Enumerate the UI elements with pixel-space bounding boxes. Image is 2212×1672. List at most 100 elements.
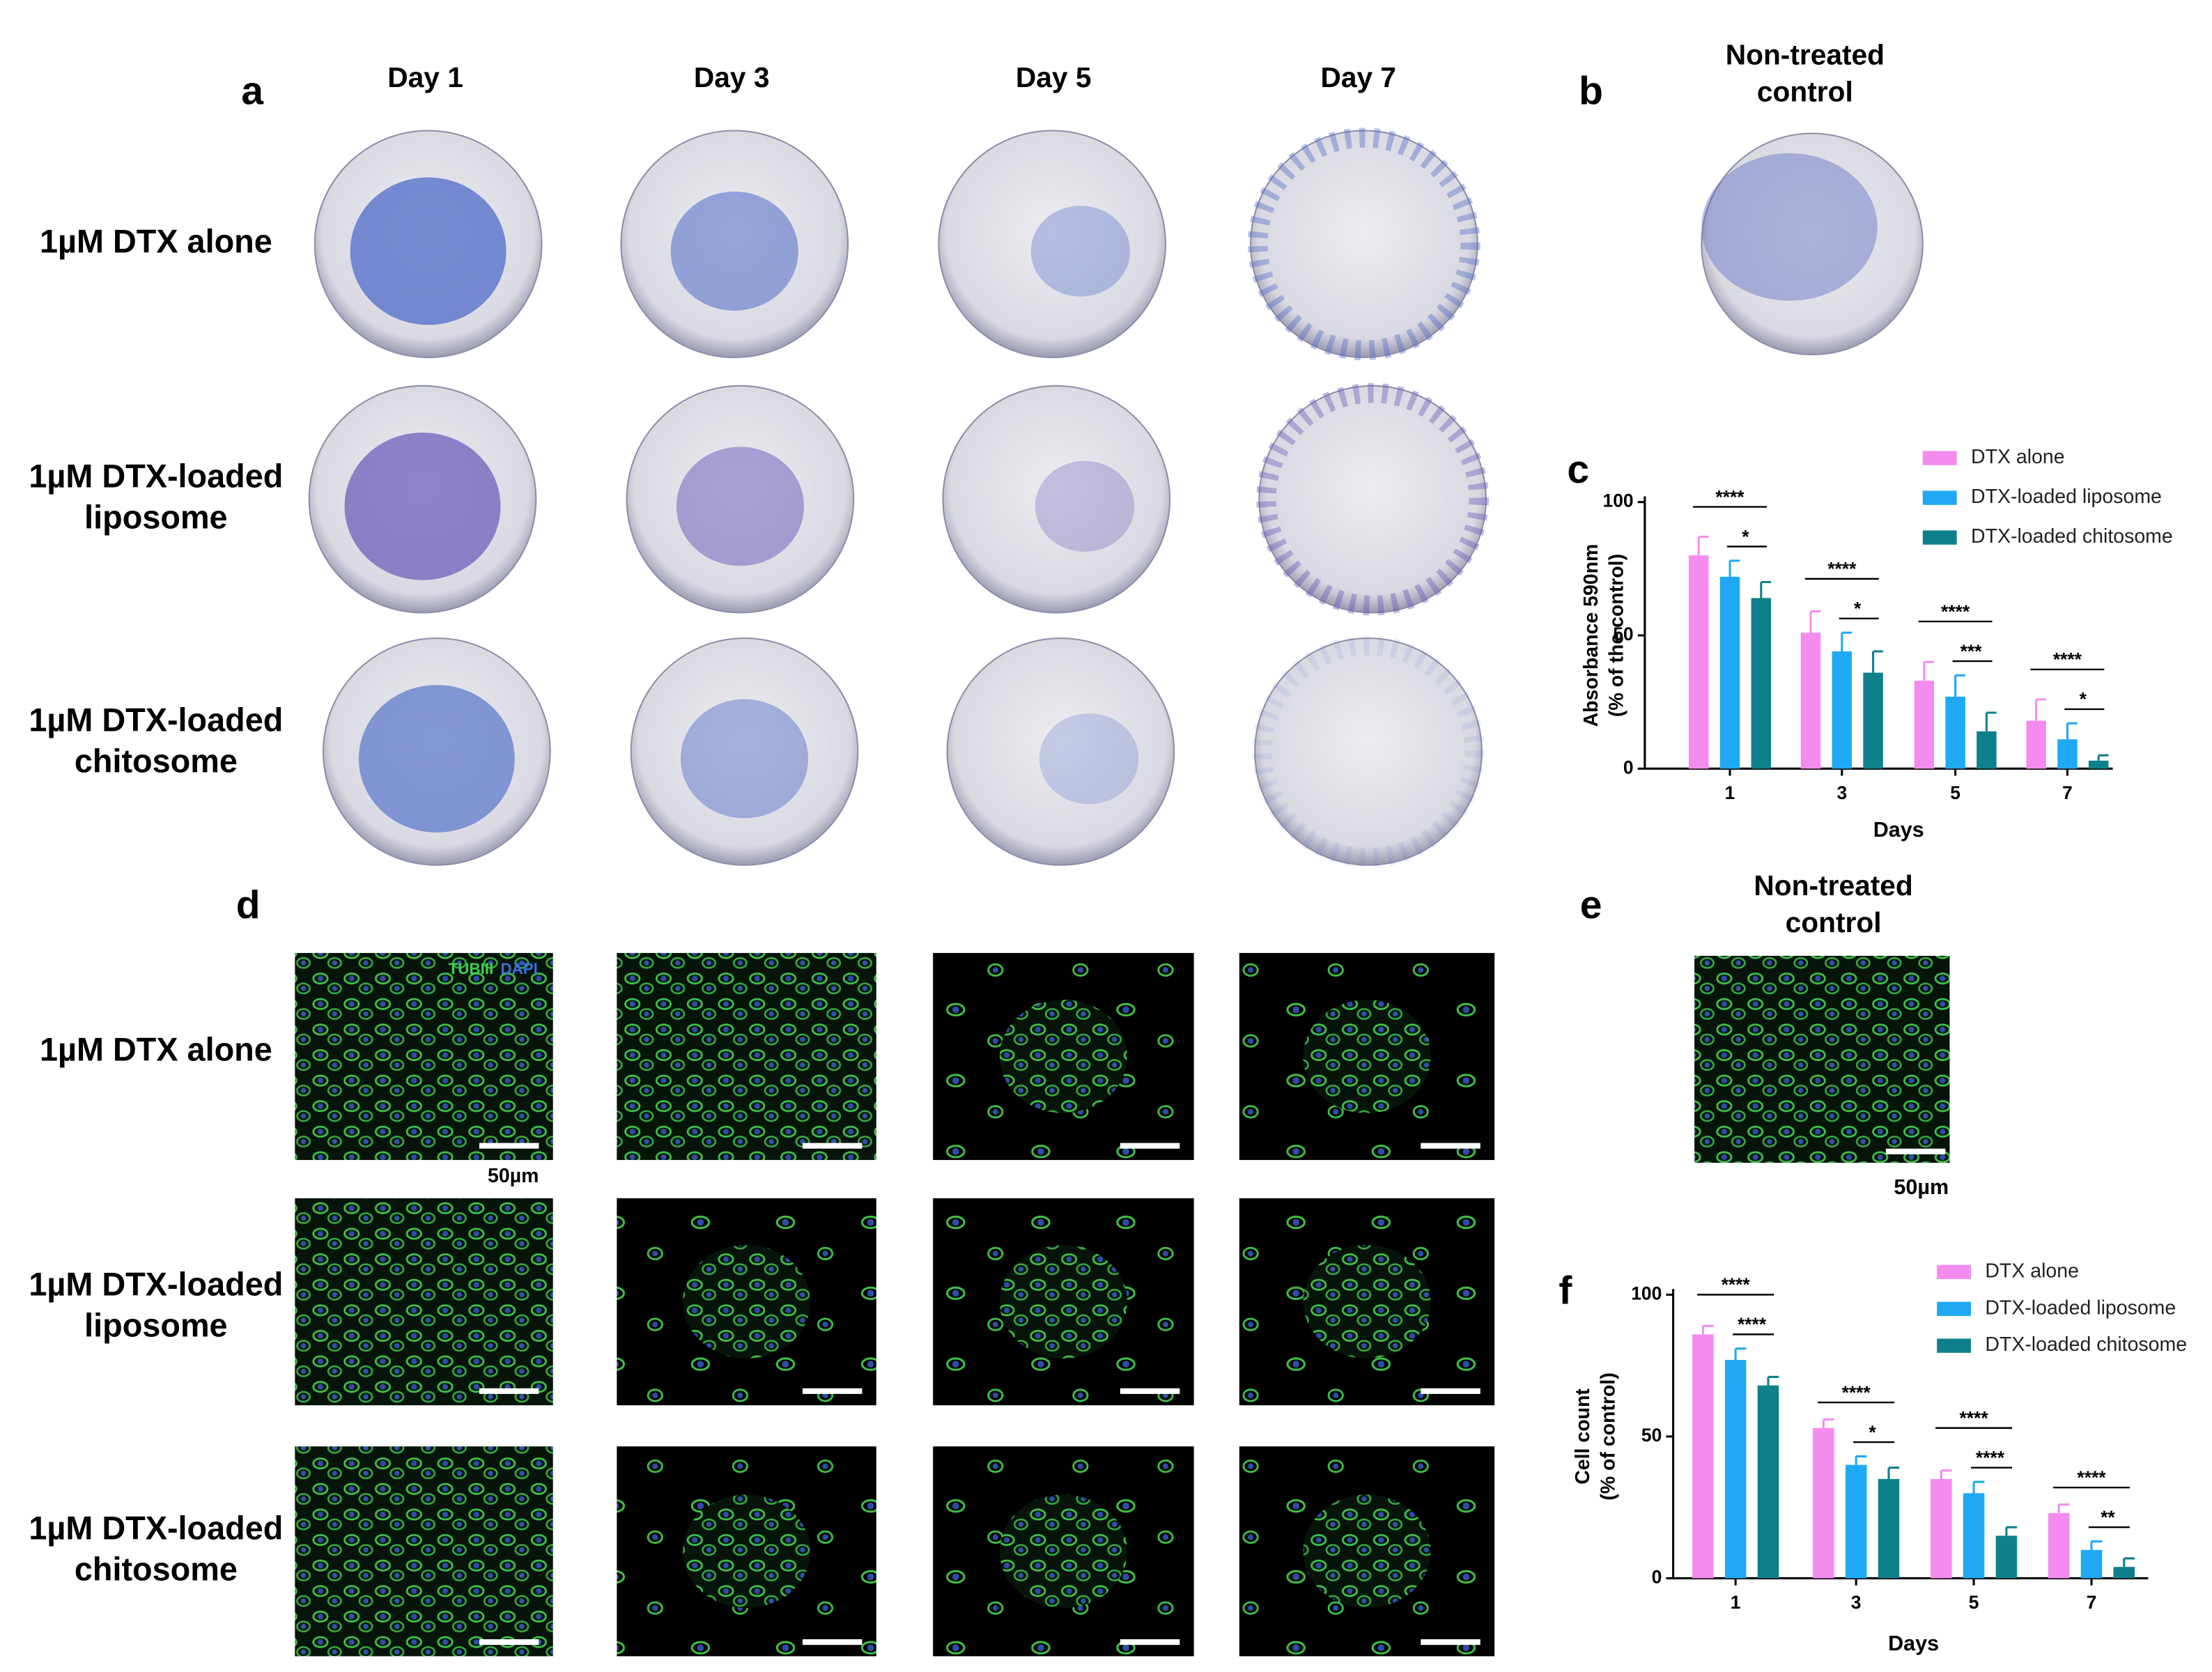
significance-label: **** — [1941, 601, 1970, 622]
row-label: 1µM DTX-loaded — [29, 1510, 283, 1547]
cell-stain — [676, 447, 804, 566]
panel-label: d — [236, 883, 261, 927]
bar — [1800, 633, 1821, 769]
stain-label: TUBIII — [449, 960, 494, 977]
cell-stain — [358, 685, 515, 833]
well-photo — [1258, 385, 1487, 614]
row-label: 1µM DTX-loaded — [29, 458, 283, 494]
x-axis-label: Days — [1873, 818, 1924, 842]
error-bar — [2057, 1503, 2070, 1513]
significance-label: **** — [2077, 1467, 2106, 1488]
x-tick-label: 5 — [1969, 1592, 1979, 1613]
row-label: 1µM DTX alone — [40, 1032, 272, 1068]
x-tick-label: 7 — [2087, 1592, 2097, 1613]
column-header: Day 1 — [387, 61, 463, 93]
stain-label: DAPI — [500, 960, 537, 977]
error-bar — [1923, 660, 1935, 681]
control-label: control — [1757, 75, 1853, 107]
panel-label: f — [1559, 1268, 1572, 1313]
panel-label: b — [1579, 69, 1603, 114]
row-label: liposome — [84, 499, 227, 535]
row-label: liposome — [84, 1308, 227, 1344]
x-axis-label: Days — [1888, 1632, 1939, 1655]
error-bar — [2035, 698, 2046, 721]
row-label: 1µM DTX-loaded — [29, 702, 283, 738]
bar — [1878, 1478, 1900, 1579]
significance-label: * — [1869, 1422, 1876, 1443]
well-photo — [942, 385, 1171, 614]
cell-stain — [350, 177, 506, 325]
bar — [1995, 1535, 2018, 1579]
significance-label: **** — [1827, 559, 1857, 580]
significance-label: * — [1742, 526, 1749, 547]
bar — [1845, 1464, 1867, 1579]
legend-swatch — [1922, 530, 1957, 545]
error-bar — [1872, 650, 1883, 673]
scale-label: 50µm — [488, 1165, 539, 1187]
bar — [2080, 1549, 2103, 1579]
cell-stain — [1256, 382, 1490, 616]
error-bar — [1855, 1455, 1867, 1465]
legend-swatch — [1937, 1338, 1972, 1353]
significance-label: **** — [1722, 1274, 1751, 1295]
bar — [1751, 598, 1772, 769]
bar — [1963, 1493, 1985, 1579]
micrograph — [295, 1198, 553, 1406]
row-label: chitosome — [75, 743, 238, 780]
panel-label: c — [1567, 447, 1589, 492]
error-bar — [1767, 1375, 1779, 1386]
y-tick-label: 100 — [1602, 490, 1633, 511]
cell-stain — [1039, 713, 1139, 805]
y-axis-label: (% of control) — [1598, 1372, 1620, 1501]
cell-cluster — [1303, 1245, 1431, 1358]
bar — [2026, 720, 2046, 769]
error-bar — [2090, 1540, 2103, 1550]
bar — [2048, 1512, 2070, 1579]
error-bar — [1728, 559, 1740, 577]
cell-cluster — [999, 1494, 1128, 1609]
bar — [1945, 697, 1965, 769]
legend-swatch — [1937, 1264, 1972, 1280]
error-bar — [1887, 1466, 1900, 1479]
error-bar — [2097, 754, 2109, 761]
cell-cluster — [999, 1000, 1128, 1113]
error-bar — [1985, 711, 1997, 732]
significance-label: ** — [2101, 1507, 2115, 1528]
y-tick-label: 0 — [1623, 757, 1634, 777]
row-label: chitosome — [75, 1551, 238, 1588]
column-header: Day 5 — [1016, 61, 1092, 93]
cell-cluster — [682, 1245, 811, 1358]
bar — [1719, 576, 1740, 769]
y-tick-label: 50 — [1613, 624, 1633, 644]
panel-label: e — [1580, 883, 1602, 927]
x-tick-label: 1 — [1731, 1592, 1741, 1613]
significance-label: **** — [2053, 649, 2082, 670]
cell-stain — [680, 699, 809, 819]
bar — [1813, 1427, 1834, 1579]
error-bar — [1940, 1469, 1952, 1479]
significance-label: **** — [1842, 1382, 1871, 1403]
bar — [1914, 681, 1935, 769]
y-axis-label: Absorbance 590nm — [1580, 544, 1602, 727]
bar — [1724, 1360, 1747, 1579]
error-bar — [2005, 1526, 2018, 1536]
error-bar — [2123, 1557, 2135, 1568]
cell-cluster — [682, 1494, 811, 1609]
error-bar — [2066, 722, 2078, 740]
significance-label: * — [2080, 689, 2087, 710]
cell-stain — [1248, 127, 1480, 361]
significance-label: **** — [1959, 1407, 1988, 1428]
legend-swatch — [1922, 451, 1957, 465]
bar — [1757, 1385, 1779, 1579]
significance-label: **** — [1976, 1447, 2005, 1468]
error-bar — [1972, 1480, 1985, 1494]
cell-stain — [670, 191, 798, 311]
y-tick-label: 50 — [1641, 1425, 1662, 1446]
error-bar — [1697, 535, 1709, 556]
legend-swatch — [1922, 490, 1957, 505]
control-label: Non-treated — [1726, 38, 1885, 70]
cell-stain — [1030, 206, 1131, 297]
y-axis-label: (% of the control) — [1606, 554, 1628, 717]
